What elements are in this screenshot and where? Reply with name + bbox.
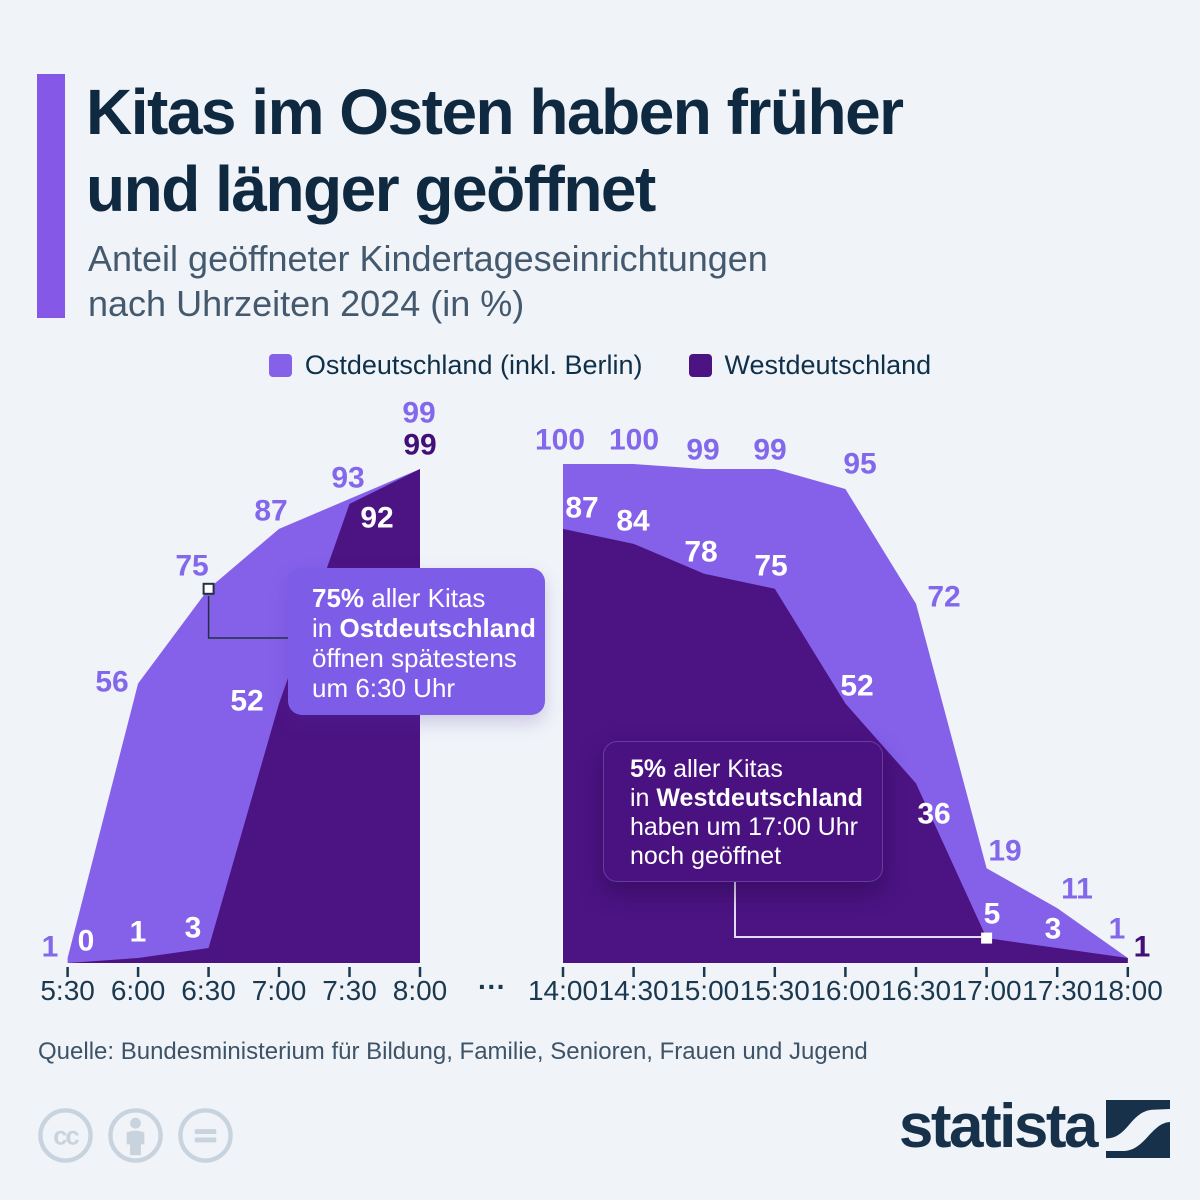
data-label-east: 19 [988, 835, 1021, 868]
data-label-west: 0 [78, 925, 95, 958]
annotation-line: in Ostdeutschland [312, 613, 536, 643]
annotation-line: noch geöffnet [630, 842, 782, 870]
cc-icon[interactable]: cc [37, 1107, 94, 1164]
legend-swatch [688, 354, 712, 377]
axis-label: 6:00 [111, 975, 166, 1006]
axis-label: 17:30 [1022, 975, 1092, 1006]
annotation-connector-1 [734, 881, 981, 938]
data-label-west: 5 [984, 898, 1001, 931]
chart-legend: Ostdeutschland (inkl. Berlin) Westdeutsch… [0, 350, 1200, 381]
axis-label: 7:30 [322, 975, 377, 1006]
source-text: Quelle: Bundesministerium für Bildung, F… [38, 1038, 868, 1065]
annotation-east: 75% aller Kitas in Ostdeutschland öffnen s… [288, 568, 545, 715]
data-label-east: 99 [753, 434, 786, 467]
axis-label: 15:00 [669, 975, 739, 1006]
data-label-east: 93 [331, 462, 364, 495]
axis-separator: ··· [478, 971, 506, 1002]
data-label-west: 92 [360, 502, 393, 535]
annotation-line: öffnen spätestens [312, 643, 517, 673]
data-label-west: 75 [754, 550, 787, 583]
attribution-icon[interactable] [107, 1107, 164, 1164]
data-label-east: 1 [1109, 913, 1126, 946]
axis-label: 15:30 [740, 975, 810, 1006]
data-label-west: 84 [616, 505, 650, 538]
legend-item-west: Westdeutschland [688, 350, 932, 381]
data-label-east: 11 [1061, 873, 1093, 906]
axis-label: 18:00 [1093, 975, 1163, 1006]
annotation-connector-0 [207, 596, 289, 639]
legend-swatch [268, 354, 292, 377]
annotation-marker-1 [981, 932, 993, 944]
data-label-east: 75 [175, 550, 208, 583]
subtitle-line-1: Anteil geöffneter Kindertageseinrichtung… [88, 238, 768, 279]
svg-text:cc: cc [53, 1122, 79, 1150]
axis-label: 5:30 [40, 975, 95, 1006]
annotation-marker-0 [202, 582, 215, 595]
data-label-east: 99 [686, 434, 719, 467]
license-icons: cc [37, 1107, 234, 1164]
no-derivatives-icon[interactable] [177, 1107, 234, 1164]
subtitle-line-2: nach Uhrzeiten 2024 (in %) [88, 283, 525, 324]
annotation-line: 75% aller Kitas [312, 583, 486, 613]
data-label-east: 100 [609, 424, 659, 457]
data-label-west: 87 [565, 492, 598, 525]
axis-label: 14:30 [599, 975, 669, 1006]
data-label-west: 3 [185, 912, 202, 945]
data-label-east: 1 [42, 931, 59, 964]
legend-label: Westdeutschland [724, 350, 932, 380]
statista-logo[interactable]: statista [899, 1096, 1170, 1158]
annotation-line: haben um 17:00 Uhr [630, 813, 858, 841]
axis-label: 16:00 [810, 975, 880, 1006]
title-accent-bar [37, 74, 65, 318]
axis-label: 6:30 [181, 975, 236, 1006]
annotation-line: um 6:30 Uhr [312, 673, 456, 703]
data-label-west: 1 [1134, 931, 1151, 964]
data-label-east: 72 [927, 581, 960, 614]
data-label-west: 99 [403, 429, 436, 462]
page-title: Kitas im Osten haben früher und länger g… [86, 74, 1166, 228]
data-label-west: 52 [840, 670, 873, 703]
axis-label: 14:00 [528, 975, 598, 1006]
data-label-east: 95 [843, 448, 876, 481]
data-label-east: 87 [254, 495, 287, 528]
axis-label: 7:00 [252, 975, 307, 1006]
axis-label: 16:30 [881, 975, 951, 1006]
title-line-2: und länger geöffnet [86, 153, 656, 225]
axis-label: 8:00 [393, 975, 448, 1006]
page-subtitle: Anteil geöffneter Kindertageseinrichtung… [88, 236, 1168, 326]
data-label-east: 99 [402, 397, 435, 430]
statista-wordmark: statista [898, 1092, 1099, 1161]
annotation-line: in Westdeutschland [630, 784, 863, 812]
data-label-west: 78 [684, 536, 717, 569]
annotation-line: 5% aller Kitas [630, 755, 783, 783]
axis-label: 17:00 [952, 975, 1022, 1006]
data-label-west: 36 [917, 798, 950, 831]
data-label-west: 3 [1045, 913, 1062, 946]
data-label-east: 56 [95, 666, 128, 699]
annotation-west: 5% aller Kitas in Westdeutschland haben um… [603, 741, 883, 882]
legend-item-east: Ostdeutschland (inkl. Berlin) [268, 350, 643, 381]
title-line-1: Kitas im Osten haben früher [86, 76, 904, 148]
statista-logo-icon [1106, 1100, 1170, 1158]
data-label-east: 100 [535, 424, 585, 457]
data-label-west: 52 [230, 685, 263, 718]
legend-label: Ostdeutschland (inkl. Berlin) [304, 350, 643, 380]
data-label-west: 1 [130, 916, 147, 949]
